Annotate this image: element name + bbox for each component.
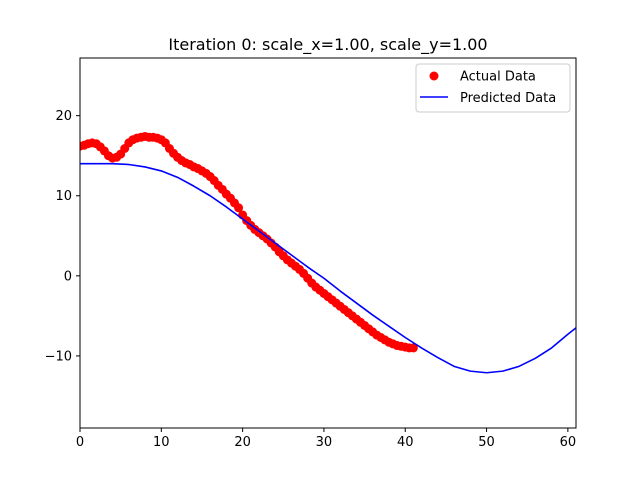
legend: Actual Data Predicted Data	[415, 63, 571, 113]
y-tick-label: 0	[64, 269, 72, 284]
chart-title: Iteration 0: scale_x=1.00, scale_y=1.00	[168, 35, 487, 55]
predicted-data-line	[80, 162, 576, 374]
plot-area	[80, 131, 576, 374]
actual-data-point	[234, 203, 244, 213]
axes-frame	[79, 57, 577, 429]
legend-label-actual: Actual Data	[460, 70, 536, 85]
actual-data-point	[408, 343, 418, 353]
x-tick-label: 0	[76, 435, 84, 450]
legend-marker-actual	[429, 71, 439, 81]
y-tick-label: −10	[45, 349, 72, 364]
y-tick-label: 20	[55, 109, 72, 124]
x-tick-label: 30	[316, 435, 333, 450]
x-tick-label: 40	[397, 435, 414, 450]
axis-ticks: 0 10 20 30 40 50 60 −10 0 10 20	[45, 109, 577, 450]
x-tick-label: 10	[153, 435, 170, 450]
x-tick-label: 60	[560, 435, 577, 450]
y-tick-label: 10	[55, 189, 72, 204]
x-tick-label: 20	[234, 435, 251, 450]
x-tick-label: 50	[478, 435, 495, 450]
legend-box	[415, 63, 571, 113]
legend-label-predicted: Predicted Data	[460, 91, 556, 106]
